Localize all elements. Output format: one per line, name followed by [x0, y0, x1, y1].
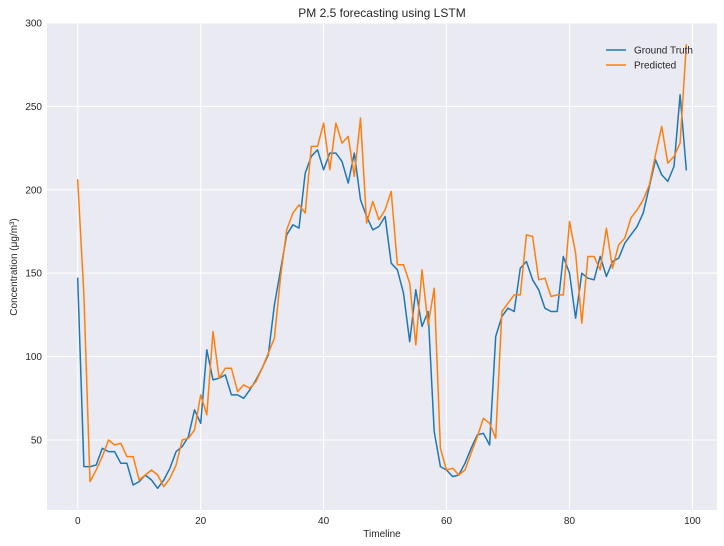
y-tick-label: 250: [25, 102, 42, 113]
legend: Ground Truth Predicted: [606, 46, 693, 72]
series-line-predicted: [76, 43, 688, 488]
x-tick-label: 40: [318, 516, 330, 527]
x-tick-labels: 0 20 40 60 80 100: [75, 516, 701, 527]
x-axis-label: Timeline: [363, 529, 401, 540]
plot-area-background: [47, 23, 717, 510]
y-tick-label: 150: [25, 269, 42, 280]
y-tick-label: 50: [31, 435, 43, 446]
y-tick-label: 200: [25, 185, 42, 196]
x-tick-label: 100: [684, 516, 701, 527]
x-tick-label: 60: [441, 516, 453, 527]
y-tick-labels: 50 100 150 200 250 300: [25, 19, 42, 447]
x-tick-label: 20: [195, 516, 207, 527]
chart-title: PM 2.5 forecasting using LSTM: [298, 6, 465, 20]
x-gridlines: [77, 23, 693, 510]
legend-label: Predicted: [634, 61, 676, 72]
y-tick-label: 100: [25, 352, 42, 363]
series-line-ground-truth: [76, 93, 688, 490]
x-tick-label: 80: [564, 516, 576, 527]
y-tick-label: 300: [25, 19, 42, 30]
legend-label: Ground Truth: [634, 46, 693, 57]
y-axis-label: Concentration (μg/m³): [9, 218, 20, 315]
x-tick-label: 0: [75, 516, 81, 527]
y-gridlines: [47, 22, 717, 441]
series-lines: [76, 43, 688, 490]
